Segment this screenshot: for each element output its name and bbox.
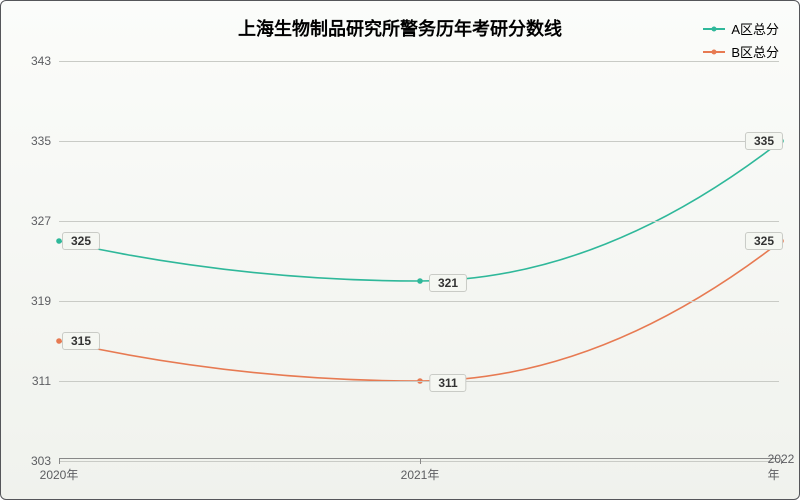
value-label: 335	[745, 132, 783, 150]
series-marker	[56, 238, 62, 244]
x-tick-label: 2022年	[768, 452, 795, 483]
legend-item-b: B区总分	[703, 42, 779, 61]
series-marker	[417, 278, 423, 284]
y-tick-label: 343	[19, 54, 51, 68]
grid-line	[59, 61, 779, 62]
y-tick-label: 335	[19, 134, 51, 148]
grid-line	[59, 301, 779, 302]
grid-line	[59, 221, 779, 222]
grid-line	[59, 141, 779, 142]
plot-area: 3033113193273353432020年2021年2022年3253213…	[59, 61, 779, 459]
chart-container: 上海生物制品研究所警务历年考研分数线 A区总分 B区总分 30331131932…	[0, 0, 800, 500]
x-tick	[420, 459, 421, 464]
x-tick-label: 2020年	[40, 466, 79, 483]
value-label: 325	[745, 232, 783, 250]
x-tick	[59, 459, 60, 464]
legend-label-b: B区总分	[731, 42, 779, 61]
value-label: 311	[429, 374, 466, 392]
legend-swatch-a	[703, 28, 725, 30]
x-tick-label: 2021年	[401, 466, 440, 483]
y-tick-label: 327	[19, 214, 51, 228]
y-tick-label: 319	[19, 294, 51, 308]
value-label: 321	[429, 274, 467, 292]
legend-swatch-b	[703, 51, 725, 53]
y-tick-label: 311	[19, 374, 51, 388]
grid-line	[59, 381, 779, 382]
legend-label-a: A区总分	[731, 19, 779, 38]
legend: A区总分 B区总分	[703, 19, 779, 65]
value-label: 325	[62, 232, 100, 250]
grid-line	[59, 461, 779, 462]
series-marker	[56, 338, 62, 344]
chart-title: 上海生物制品研究所警务历年考研分数线	[238, 15, 562, 41]
series-line	[59, 141, 781, 281]
line-layer	[59, 61, 779, 459]
legend-item-a: A区总分	[703, 19, 779, 38]
value-label: 315	[62, 332, 100, 350]
